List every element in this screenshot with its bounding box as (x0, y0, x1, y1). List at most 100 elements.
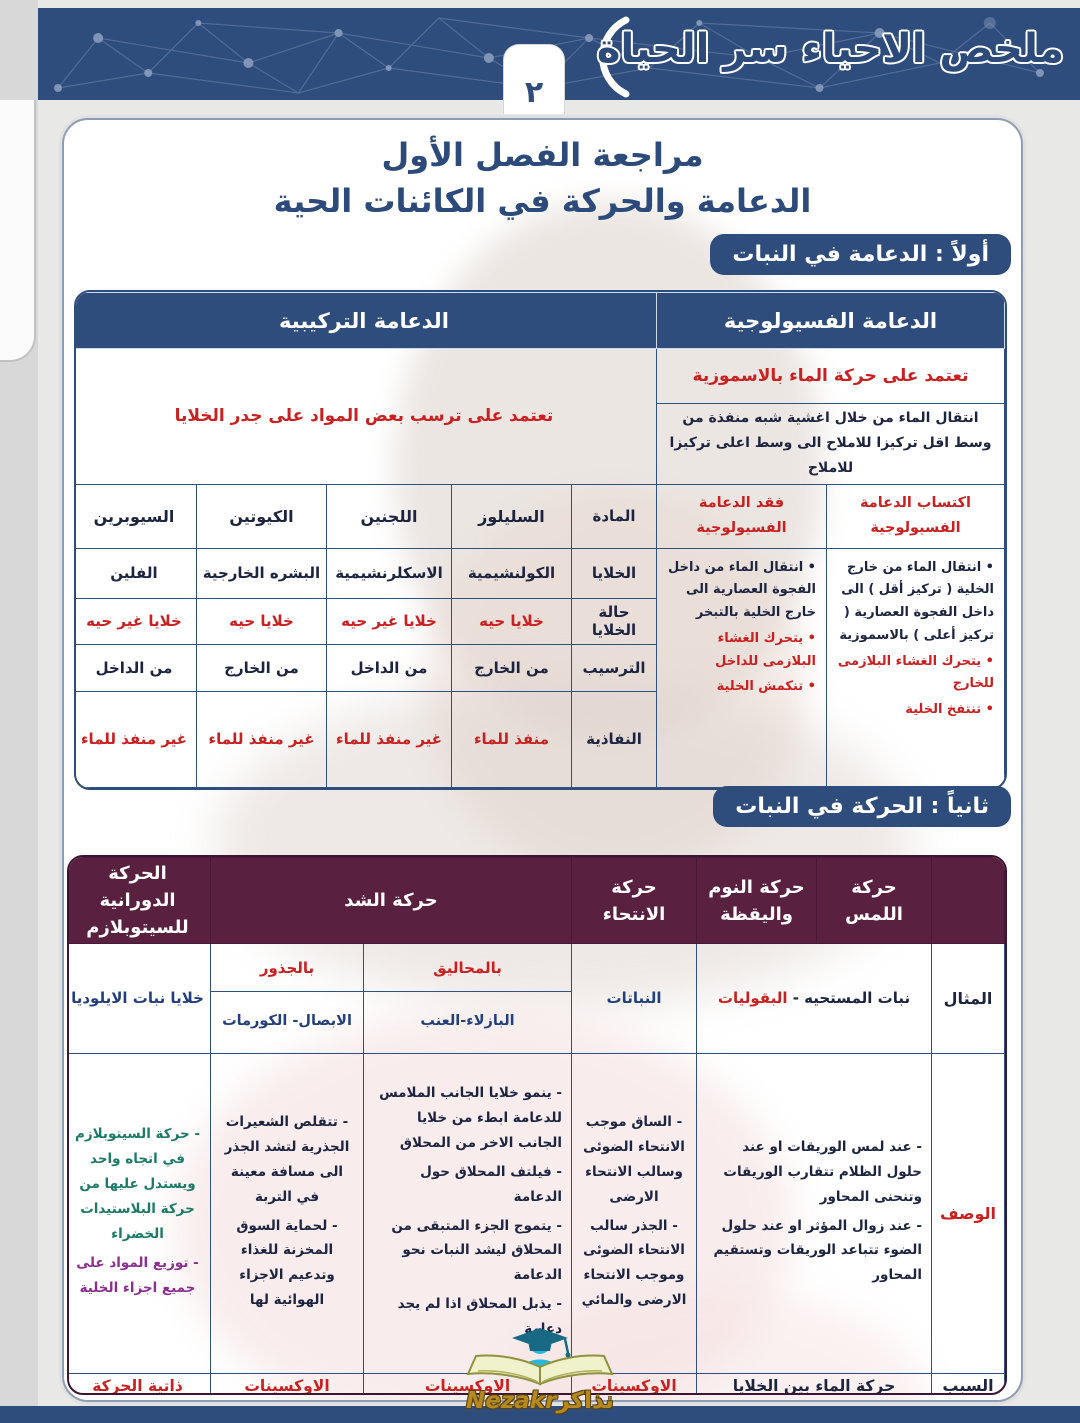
row-label-example: المثال (931, 943, 1005, 1054)
watermark-text-arabic: نذاكر (556, 1388, 614, 1414)
material-deposition: من الخارج (195, 643, 327, 692)
example-tropism: النباتات (571, 943, 697, 1054)
document-title: ملخص الاحياء سر الحياة (596, 26, 1065, 72)
description-point: حركة السيتوبلازم في اتجاه واحد ويستدل عل… (74, 1122, 201, 1247)
reason-roots: الاوكسينات (210, 1373, 364, 1393)
row-label-material: المادة (570, 483, 657, 549)
example-tendrils-title: بالمحاليق (364, 946, 571, 992)
content-card: مراجعة الفصل الأول الدعامة والحركة في ال… (62, 118, 1023, 1402)
material-name: اللجنين (325, 483, 452, 549)
example-touch-sleep: نبات المستحيه - البقوليات (696, 943, 932, 1054)
watermark-text: Nezakrنذاكر (452, 1388, 628, 1414)
material-cells: البشره الخارجية (195, 547, 327, 599)
material-deposition: من الداخل (76, 643, 197, 692)
material-cells: الكولنشيمية (450, 547, 572, 599)
header-tropism-movement: حركة الانتحاء (571, 857, 697, 944)
reason-tropism: الاوكسينات (571, 1373, 697, 1393)
crescent-icon (599, 16, 630, 98)
movement-table: حركة اللمس حركة النوم واليقظة حركة الانت… (67, 855, 1007, 1395)
header-sleep-wake-movement: حركة النوم واليقظة (696, 857, 817, 944)
corner-header-cell (931, 857, 1005, 944)
material-state: خلايا حيه (195, 597, 327, 645)
footer-bar (0, 1406, 1080, 1423)
material-cells: الاسكلرنشيمية (325, 547, 452, 599)
section2-badge: ثانياً : الحركة في النبات (713, 786, 1011, 827)
description-tendrils: ينمو خلايا الجانب الملامس للدعامة ابطء م… (363, 1053, 572, 1374)
material-cells: الفلين (76, 547, 197, 599)
example-roots-plants: الابصال- الكورمات (222, 1012, 352, 1029)
description-roots: تتقلص الشعيرات الجذرية لتشد الجذر الى مس… (210, 1053, 364, 1374)
example-tendrils-plants: البازلاء-العنب (420, 1012, 515, 1029)
material-name: السليلوز (450, 483, 572, 549)
description-point: الجذر سالب الانتحاء الضوئى وموجب الانتحا… (581, 1214, 687, 1314)
loss-point: انتقال الماء من داخل الفجوة العصارية الى… (663, 557, 816, 625)
review-title-line1: مراجعة الفصل الأول (381, 136, 704, 174)
header-touch-movement: حركة اللمس (816, 857, 932, 944)
gain-point: انتقال الماء من خارج الخلية ( تركيز أقل … (833, 557, 994, 648)
structural-support-header: الدعامة التركيبية (76, 292, 657, 349)
description-point: الساق موجب الانتحاء الضوئى وسالب الانتحا… (581, 1110, 687, 1210)
example-roots-title: بالجذور (211, 946, 363, 992)
reason-cyclosis: ذاتية الحركة (69, 1373, 211, 1393)
page-number: ٢ (524, 75, 544, 110)
loss-point: يتحرك الغشاء البلازمى للداخل (663, 628, 816, 674)
structural-intro: تعتمد على ترسب بعض المواد على جدر الخلاي… (76, 348, 657, 485)
description-point: ينمو خلايا الجانب الملامس للدعامة ابطء م… (373, 1081, 562, 1156)
material-state: خلايا غير حيه (76, 597, 197, 645)
gain-point: يتحرك الغشاء البلازمى للخارج (833, 651, 994, 697)
review-title-line2: الدعامة والحركة في الكائنات الحية (273, 182, 812, 221)
gain-support-points: انتقال الماء من خارج الخلية ( تركيز أقل … (826, 547, 1005, 788)
material-state: خلايا غير حيه (325, 597, 452, 645)
row-label-reason: السبب (931, 1373, 1005, 1393)
section1-badge: أولاً : الدعامة في النبات (710, 234, 1011, 275)
row-label-description: الوصف (931, 1053, 1005, 1374)
row-label-cells: الخلايا (570, 547, 657, 599)
description-point: عند زوال المؤثر او عند حلول الضوء تتباعد… (706, 1214, 922, 1289)
material-state: خلايا حيه (450, 597, 572, 645)
description-point: يتموج الجزء المتبقى من المحلاق ليشد النب… (373, 1214, 562, 1289)
example-tendrils: بالمحاليق البازلاء-العنب (363, 943, 572, 1054)
example-mimosa: نبات المستحيه - (792, 988, 911, 1007)
description-point: توزيع المواد على جميع اجزاء الخلية (74, 1251, 201, 1301)
loss-support-header: فقد الدعامة الفسيولوجية (655, 483, 828, 549)
header-cyclosis-movement: الحركة الدورانية للسيتوبلازم (69, 857, 211, 944)
physiological-support-header: الدعامة الفسيولوجية (655, 292, 1005, 349)
page-number-tab: ٢ (503, 44, 565, 114)
description-touch-sleep: عند لمس الوريقات او عند حلول الظلام تتقا… (696, 1053, 932, 1374)
material-permeability: غير منفذ للماء (195, 690, 327, 788)
loss-point: تنكمش الخلية (663, 676, 816, 699)
gain-point: تنتفخ الخلية (833, 699, 994, 722)
reason-touch-sleep: حركة الماء بين الخلايا (696, 1373, 932, 1393)
nezakr-logo-icon (466, 1328, 614, 1386)
previous-page-edge (0, 100, 36, 362)
material-permeability: غير منفذ للماء (76, 690, 197, 788)
nezakr-watermark: Nezakrنذاكر (452, 1322, 628, 1414)
row-label-permeability: النفاذية (570, 690, 657, 788)
watermark-text-latin: Nezakr (466, 1388, 557, 1414)
description-point: عند لمس الوريقات او عند حلول الظلام تتقا… (706, 1135, 922, 1210)
example-cyclosis: خلايا نبات الايلوديا (69, 943, 211, 1054)
row-label-state: حالة الخلايا (570, 597, 657, 645)
gain-support-header: اكتساب الدعامة الفسيولوجية (826, 483, 1005, 549)
support-table: الدعامة الفسيولوجية الدعامة التركيبية تع… (74, 290, 1007, 790)
material-deposition: من الخارج (450, 643, 572, 692)
description-cyclosis: حركة السيتوبلازم في اتجاه واحد ويستدل عل… (69, 1053, 211, 1374)
osmosis-note: تعتمد على حركة الماء بالاسموزية (655, 348, 1005, 404)
description-point: لحماية السوق المخزنة للغذاء وتدعيم الاجز… (220, 1214, 354, 1314)
material-name: الكيوتين (195, 483, 327, 549)
material-deposition: من الداخل (325, 643, 452, 692)
description-point: فيلتف المحلاق حول الدعامة (373, 1160, 562, 1210)
row-label-deposition: الترسيب (570, 643, 657, 692)
review-title: مراجعة الفصل الأول الدعامة والحركة في ال… (64, 120, 1021, 225)
description-point: تتقلص الشعيرات الجذرية لتشد الجذر الى مس… (220, 1110, 354, 1210)
example-roots: بالجذور الابصال- الكورمات (210, 943, 364, 1054)
example-legumes: البقوليات (717, 988, 788, 1007)
loss-support-points: انتقال الماء من داخل الفجوة العصارية الى… (655, 547, 828, 788)
material-permeability: غير منفذ للماء (325, 690, 452, 788)
osmosis-definition: انتقال الماء من خلال اغشية شبه منفذة من … (655, 403, 1005, 485)
material-permeability: منفذ للماء (450, 690, 572, 788)
header-tension-movement: حركة الشد (210, 857, 572, 944)
description-tropism: الساق موجب الانتحاء الضوئى وسالب الانتحا… (571, 1053, 697, 1374)
material-name: السيوبرين (76, 483, 197, 549)
